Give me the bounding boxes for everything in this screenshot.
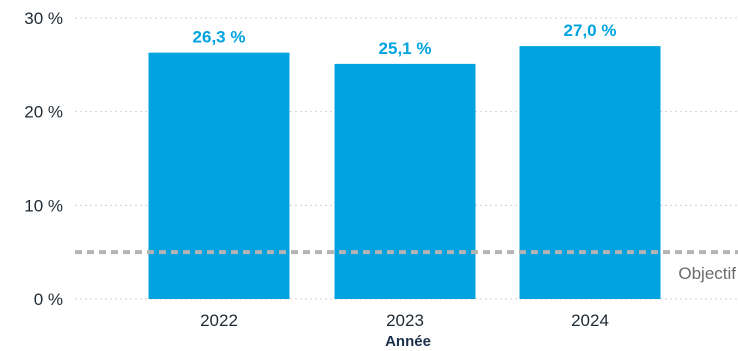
objective-label: Objectif: [678, 264, 736, 283]
labels: 0 % 10 % 20 % 30 % 26,3 % 2022 25,1 % 2023 27,0 …: [24, 9, 736, 330]
bar-value-label: 25,1 %: [379, 39, 432, 58]
bar: [148, 52, 290, 300]
x-tick-label: 2023: [386, 311, 424, 330]
x-tick-label: 2024: [571, 311, 609, 330]
bar-value-label: 27,0 %: [564, 21, 617, 40]
y-tick-label: 10 %: [24, 196, 63, 215]
bar: [519, 46, 661, 299]
bars: [148, 46, 661, 300]
bar-value-label: 26,3 %: [193, 28, 246, 47]
y-tick-label: 0 %: [34, 290, 63, 309]
bar: [334, 63, 476, 299]
x-tick-label: 2022: [200, 311, 238, 330]
x-axis-title: Année: [385, 333, 431, 350]
y-tick-label: 20 %: [24, 103, 63, 122]
y-tick-label: 30 %: [24, 9, 63, 28]
